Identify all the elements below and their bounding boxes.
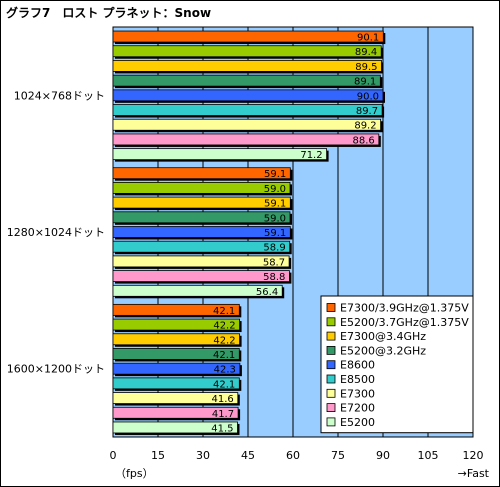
legend-label: E8600: [340, 359, 375, 372]
bar: [112, 104, 383, 116]
data-label: 90.0: [357, 91, 379, 102]
bar: [112, 255, 290, 268]
legend-swatch: [326, 317, 336, 327]
bar: [112, 133, 380, 146]
bar: [112, 74, 381, 87]
legend-swatch: [326, 331, 336, 341]
bar: [112, 377, 240, 390]
chart-title: グラフ7 ロスト プラネット：Snow: [6, 6, 212, 20]
bar: [112, 318, 240, 331]
legend-swatch: [326, 360, 336, 370]
x-tick-label: 105: [418, 449, 439, 462]
data-label: 41.7: [212, 409, 234, 420]
bar: [112, 196, 291, 209]
data-label: 89.2: [354, 121, 376, 132]
bar: [112, 392, 239, 404]
data-label: 41.6: [212, 394, 234, 405]
bar: [112, 284, 283, 297]
legend-swatch: [326, 345, 336, 355]
data-label: 89.5: [355, 62, 377, 73]
data-label: 58.8: [263, 272, 285, 283]
data-label: 59.1: [264, 199, 286, 210]
bar: [112, 362, 241, 375]
legend-label: E5200@3.2GHz: [340, 344, 426, 357]
data-label: 42.2: [213, 321, 235, 332]
bar: [112, 226, 291, 238]
data-label: 89.1: [354, 77, 376, 88]
x-axis-unit-label: （fps）: [115, 467, 154, 480]
legend-label: E5200: [340, 416, 375, 429]
bar: [112, 240, 291, 253]
bar: [112, 118, 382, 131]
bar: [112, 181, 291, 194]
bar: [112, 89, 384, 102]
legend-label: E7300: [340, 387, 375, 400]
data-label: 89.7: [356, 106, 378, 117]
legend-swatch: [326, 403, 336, 413]
bar: [112, 30, 384, 43]
bar: [112, 45, 382, 58]
data-label: 58.7: [263, 257, 285, 268]
data-label: 59.1: [264, 169, 286, 180]
legend-label: E8500: [340, 373, 375, 386]
data-label: 42.2: [213, 335, 235, 346]
x-axis-direction-label: →Fast: [458, 467, 490, 480]
x-tick-label: 45: [241, 449, 255, 462]
x-tick-label: 90: [376, 449, 390, 462]
legend-swatch: [326, 388, 336, 398]
x-tick-label: 120: [463, 449, 484, 462]
data-label: 88.6: [353, 135, 375, 146]
bar: [112, 348, 240, 360]
legend-swatch: [326, 417, 336, 427]
data-label: 42.1: [213, 306, 235, 317]
x-tick-label: 75: [331, 449, 345, 462]
data-label: 56.4: [256, 287, 278, 298]
data-label: 42.1: [213, 379, 235, 390]
bar: [112, 211, 291, 224]
data-label: 71.2: [300, 150, 322, 161]
category-label: 1280×1024ドット: [7, 226, 105, 239]
bar: [112, 60, 382, 72]
data-label: 59.1: [264, 228, 286, 239]
x-tick-label: 0: [110, 449, 117, 462]
bar: [112, 148, 328, 161]
x-tick-label: 30: [196, 449, 210, 462]
bar: [112, 167, 291, 180]
legend-label: E5200/3.7GHz@1.375V: [340, 316, 469, 329]
legend-swatch: [326, 303, 336, 312]
legend-label: E7200: [340, 402, 375, 415]
category-label: 1024×768ドット: [14, 89, 105, 102]
data-label: 42.1: [213, 350, 235, 361]
legend-box: [320, 295, 474, 434]
bar: [112, 303, 240, 316]
data-label: 59.0: [264, 213, 286, 224]
x-tick-label: 15: [151, 449, 165, 462]
legend-label: E7300/3.9GHz@1.375V: [340, 302, 469, 315]
x-tick-label: 60: [286, 449, 300, 462]
bar: [112, 421, 238, 434]
data-label: 42.3: [214, 365, 236, 376]
legend-label: E7300@3.4GHz: [340, 330, 426, 343]
legend-swatch: [326, 374, 336, 384]
category-label: 1600×1200ドット: [7, 363, 105, 376]
bar: [112, 333, 240, 346]
data-label: 90.1: [357, 33, 379, 44]
bar: [112, 406, 239, 419]
data-label: 58.9: [263, 243, 285, 254]
data-label: 89.4: [355, 47, 377, 58]
bar: [112, 270, 290, 283]
data-label: 41.5: [211, 423, 233, 434]
data-label: 59.0: [264, 184, 286, 195]
